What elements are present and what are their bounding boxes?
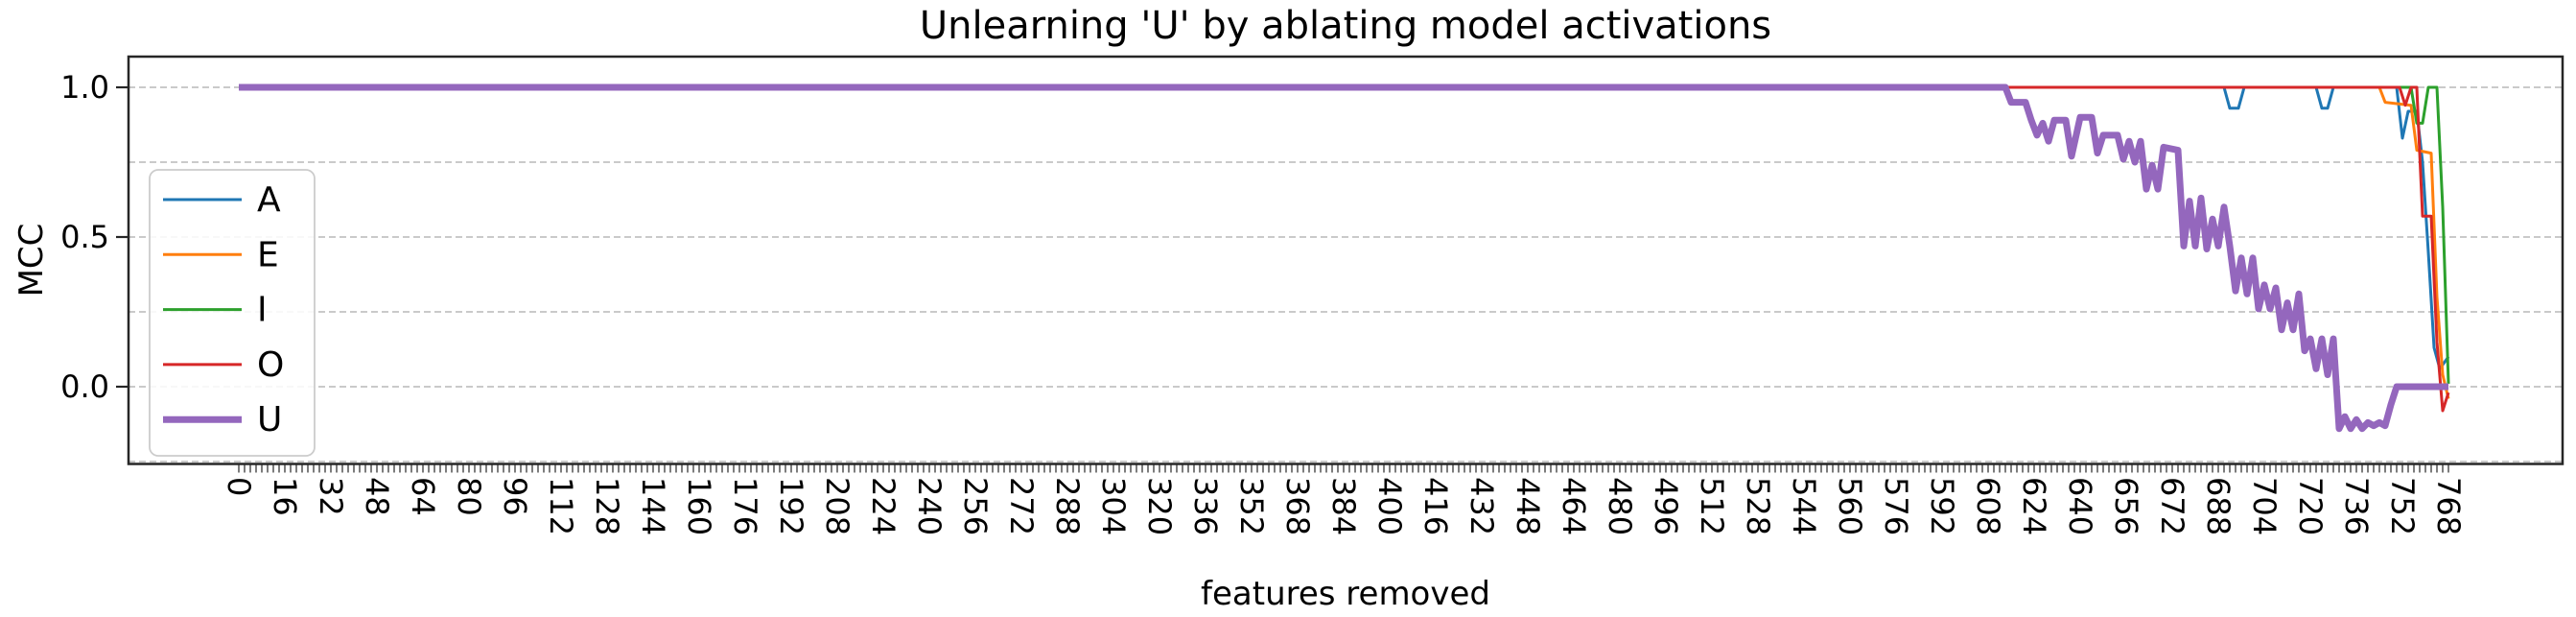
x-tick-label: 464 [1556,477,1592,535]
x-tick-label: 752 [2384,477,2421,535]
legend-label-I: I [257,291,268,330]
legend-item-A: A [163,180,281,220]
x-tick-label: 112 [543,477,579,535]
legend-label-U: U [257,400,282,439]
x-tick-label: 768 [2430,477,2467,535]
x-tick-label: 160 [681,477,717,535]
series-line-A [239,85,2450,370]
x-tick-label: 256 [957,477,994,535]
plot-frame [127,55,2564,465]
x-tick-label: 560 [1832,477,1868,535]
x-tick-label: 0 [221,477,257,496]
x-tick-label: 304 [1095,477,1132,535]
x-tick-label: 96 [497,477,533,516]
x-axis-ticks [238,463,2449,473]
x-tick-label: 368 [1279,477,1316,535]
x-tick-label: 384 [1325,477,1362,535]
series-line-E [239,85,2450,399]
legend-item-O: O [163,345,284,385]
x-tick-label: 448 [1510,477,1546,535]
x-tick-label: 704 [2246,477,2283,535]
x-tick-label: 544 [1786,477,1822,535]
x-tick-label: 176 [727,477,763,535]
y-tick-label: 0.0 [60,368,109,405]
x-tick-label: 672 [2154,477,2190,535]
legend-label-O: O [257,345,284,385]
y-axis-ticks [116,85,129,389]
x-tick-label: 528 [1740,477,1776,535]
x-tick-label: 496 [1648,477,1684,535]
legend-item-U: U [163,400,282,439]
x-tick-label: 640 [2062,477,2098,535]
x-tick-labels: 0 16 32 48 64 80 96 112 128 144 160 176 192 208 224 240… [221,477,2467,535]
x-tick-label: 592 [1924,477,1960,535]
y-tick-labels: 1.0 0.5 0.0 [60,69,109,405]
x-tick-label: 720 [2292,477,2329,535]
x-tick-label: 656 [2108,477,2144,535]
x-tick-label: 80 [451,477,487,516]
chart-title: Unlearning 'U' by ablating model activat… [920,4,1771,48]
x-tick-label: 208 [819,477,855,535]
legend-label-A: A [257,180,281,220]
series-line-U [239,83,2448,433]
x-tick-label: 240 [911,477,948,535]
x-tick-label: 336 [1187,477,1224,535]
x-tick-label: 320 [1141,477,1178,535]
series-line-O [239,85,2450,413]
x-tick-label: 416 [1417,477,1454,535]
x-tick-label: 224 [865,477,902,535]
x-tick-label: 512 [1694,477,1730,535]
x-tick-label: 432 [1464,477,1500,535]
x-tick-label: 32 [313,477,349,516]
x-tick-label: 64 [405,477,441,516]
x-tick-label: 144 [635,477,671,535]
legend-box [149,169,316,457]
x-tick-label: 624 [2016,477,2052,535]
y-tick-label: 0.5 [60,219,109,255]
x-tick-label: 736 [2338,477,2375,535]
x-tick-label: 16 [267,477,303,516]
x-tick-label: 576 [1878,477,1914,535]
y-tick-label: 1.0 [60,69,109,106]
x-tick-label: 48 [359,477,395,516]
x-tick-label: 128 [589,477,625,535]
x-tick-label: 608 [1970,477,2006,535]
x-tick-label: 688 [2200,477,2236,535]
x-tick-label: 272 [1003,477,1040,535]
x-tick-label: 352 [1233,477,1270,535]
series-line-I [239,85,2450,384]
legend-item-I: I [163,291,268,330]
x-tick-label: 288 [1049,477,1086,535]
x-tick-label: 192 [773,477,809,535]
legend-item-E: E [163,235,279,274]
x-axis-label: features removed [1201,575,1490,613]
series-lines [239,83,2450,433]
x-tick-label: 400 [1371,477,1408,535]
legend-label-E: E [257,235,279,274]
y-axis-label: MCC [12,224,51,297]
gridlines [129,86,2563,463]
x-tick-label: 480 [1602,477,1638,535]
